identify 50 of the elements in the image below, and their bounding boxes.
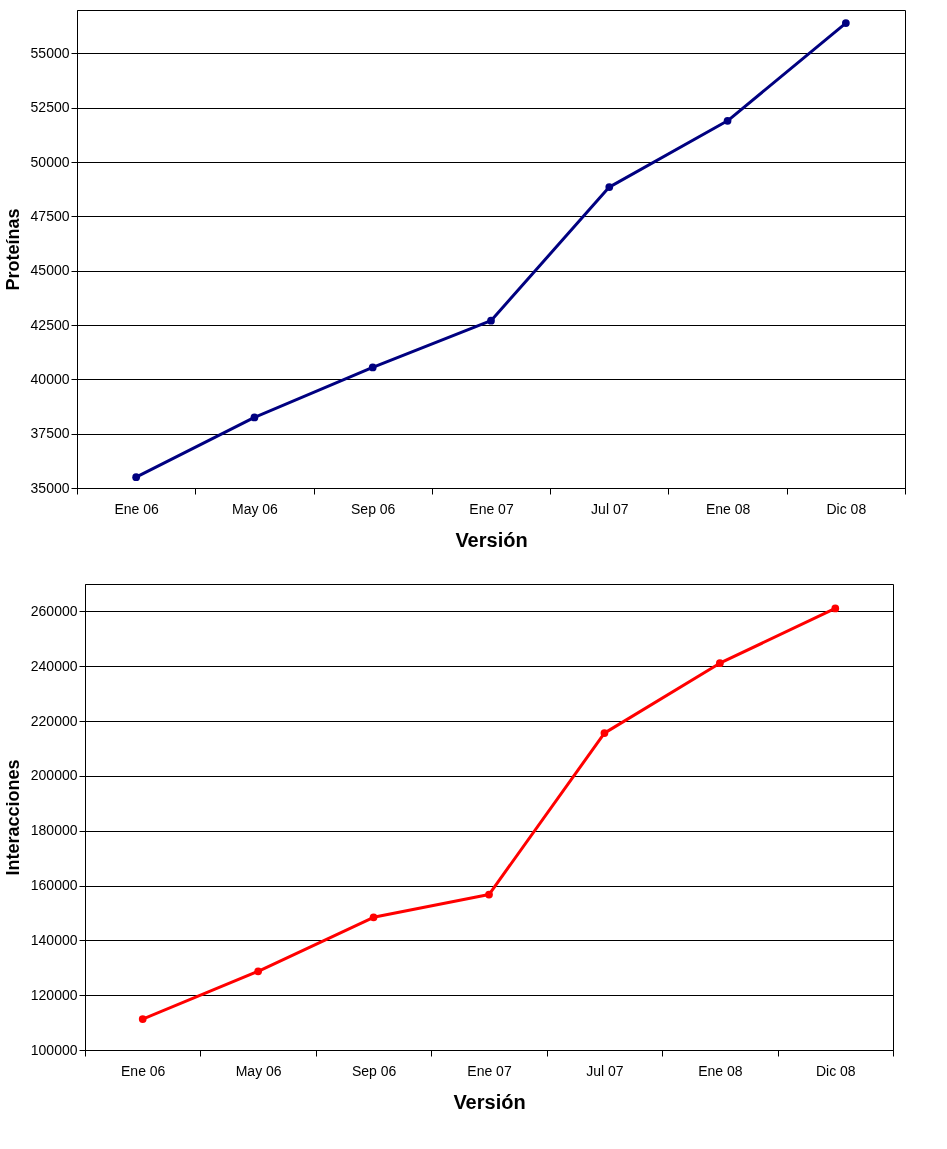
point (132, 473, 141, 481)
x-tick-label: Ene 06 (114, 500, 160, 517)
y-axis-title: Interacciones (2, 759, 23, 876)
point (250, 413, 259, 422)
point (368, 363, 377, 372)
y-tick-label: 220000 (30, 712, 78, 729)
x-axis-title: Versión (455, 528, 528, 551)
x-axis-title: Versión (453, 1090, 526, 1113)
y-tick-label: 37500 (30, 425, 70, 442)
y-tick-label: 55000 (30, 44, 70, 61)
y-tick-label: 240000 (30, 657, 78, 674)
y-tick-label: 40000 (30, 370, 70, 387)
x-tick-label: Ene 08 (698, 1062, 743, 1079)
x-tick-label: Ene 07 (469, 500, 514, 517)
point (254, 967, 263, 976)
y-tick-label: 100000 (30, 1041, 78, 1058)
y-tick-label: 50000 (30, 153, 70, 170)
point (138, 1015, 147, 1023)
y-tick-label: 47500 (30, 207, 70, 224)
x-tick-label: May 06 (235, 1062, 282, 1079)
x-tick-label: Ene 08 (705, 500, 751, 517)
point (369, 913, 378, 922)
x-tick-label: Sep 06 (351, 1062, 397, 1079)
y-tick-label: 260000 (30, 602, 78, 619)
y-tick-label: 52500 (30, 99, 70, 116)
point (841, 19, 850, 27)
y-tick-label: 120000 (30, 986, 78, 1003)
point (485, 890, 493, 899)
y-tick-label: 35000 (30, 479, 70, 496)
x-tick-label: Jul 07 (591, 500, 629, 517)
x-tick-label: Ene 07 (467, 1062, 512, 1079)
x-tick-label: Dic 08 (826, 500, 867, 517)
point (600, 729, 609, 737)
y-tick-label: 140000 (30, 931, 78, 948)
y-tick-label: 200000 (30, 767, 78, 784)
x-tick-label: Jul 07 (586, 1062, 624, 1079)
point (715, 659, 724, 668)
y-tick-label: 180000 (30, 822, 78, 839)
point (723, 116, 732, 125)
point (831, 604, 840, 613)
y-axis-title: Proteínas (2, 208, 23, 291)
x-tick-label: Dic 08 (815, 1062, 856, 1079)
x-tick-label: May 06 (231, 500, 279, 517)
x-tick-label: Sep 06 (351, 500, 396, 517)
y-tick-label: 160000 (30, 877, 78, 894)
point (605, 183, 614, 191)
y-tick-label: 45000 (30, 262, 70, 279)
x-tick-label: Ene 06 (121, 1062, 166, 1079)
y-tick-label: 42500 (30, 316, 70, 333)
point (487, 316, 495, 325)
